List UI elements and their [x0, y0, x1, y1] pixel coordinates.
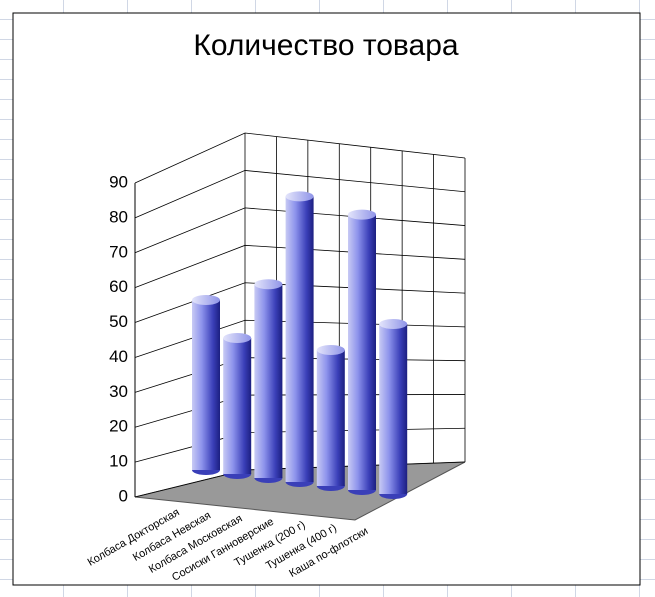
y-tick-label: 90 [109, 172, 128, 191]
bar [348, 214, 376, 490]
grid-line [134, 170, 466, 219]
grid-line [134, 207, 466, 254]
y-tick-label: 10 [109, 452, 128, 471]
y-tick-label: 30 [109, 382, 128, 401]
grid-line [134, 244, 466, 289]
bar-top [285, 191, 314, 202]
y-tick-label: 40 [109, 347, 128, 366]
bar [223, 338, 252, 474]
bar-top [379, 319, 408, 329]
bar-top [254, 279, 283, 290]
bar [192, 300, 220, 470]
bar-top [348, 209, 376, 220]
bar-top [316, 345, 345, 355]
chart-title: Количество товара [193, 29, 458, 62]
y-tick-label: 70 [109, 242, 128, 261]
bar-top [192, 295, 220, 305]
y-tick-label: 60 [109, 277, 128, 296]
grid-line [134, 282, 466, 323]
y-tick-label: 0 [119, 486, 128, 505]
y-tick-label: 80 [109, 207, 128, 226]
bar [254, 284, 283, 478]
y-tick-label: 20 [109, 417, 128, 436]
bar [316, 350, 345, 486]
bar-top [223, 333, 252, 343]
marks [192, 191, 408, 499]
bar [379, 324, 408, 494]
y-tick-label: 50 [109, 312, 128, 331]
bar [285, 196, 314, 482]
grid-line [134, 132, 466, 184]
